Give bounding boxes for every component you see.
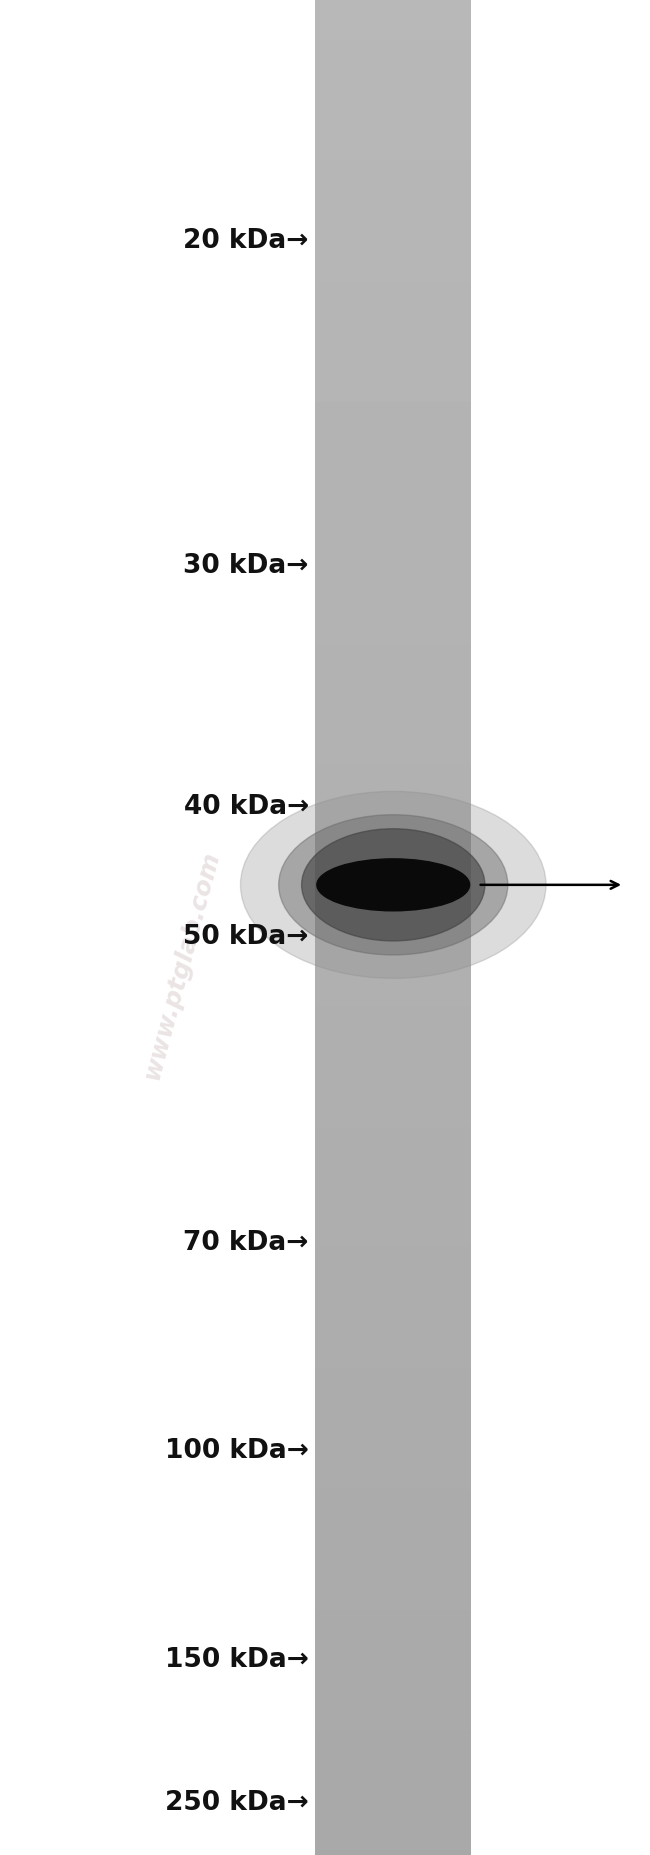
Text: 50 kDa→: 50 kDa→ — [183, 924, 309, 950]
Ellipse shape — [302, 829, 485, 940]
Text: 20 kDa→: 20 kDa→ — [183, 228, 309, 254]
Text: 250 kDa→: 250 kDa→ — [165, 1790, 309, 1816]
Text: 30 kDa→: 30 kDa→ — [183, 553, 309, 579]
Text: www.ptglab.com: www.ptglab.com — [140, 848, 224, 1081]
Ellipse shape — [317, 859, 469, 911]
Text: 70 kDa→: 70 kDa→ — [183, 1230, 309, 1256]
Ellipse shape — [240, 792, 546, 978]
Ellipse shape — [279, 814, 508, 955]
Text: 150 kDa→: 150 kDa→ — [165, 1647, 309, 1673]
Text: 100 kDa→: 100 kDa→ — [165, 1438, 309, 1464]
Text: 40 kDa→: 40 kDa→ — [183, 794, 309, 820]
